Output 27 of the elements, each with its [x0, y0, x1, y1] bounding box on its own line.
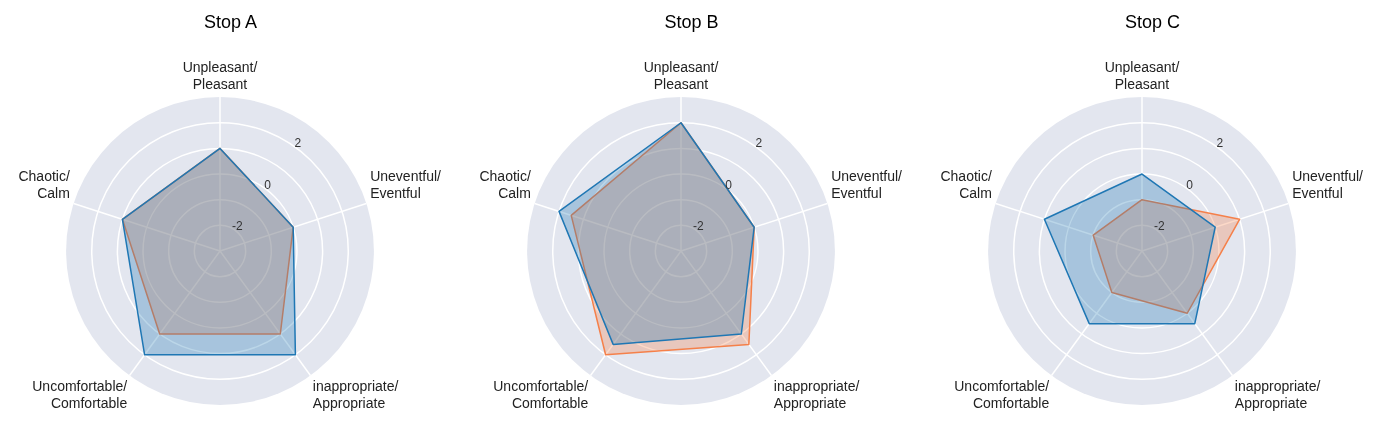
chart-title: Stop B — [664, 11, 719, 32]
chart-title: Stop C — [1124, 11, 1181, 32]
spoke-label: Uncomfortable/Comfortable — [954, 378, 1050, 411]
spoke-label: Uncomfortable/Comfortable — [493, 378, 589, 411]
y-tick-label: 2 — [755, 136, 763, 151]
spoke-label: inappropriate/Appropriate — [312, 378, 399, 411]
spoke-label: inappropriate/Appropriate — [1234, 378, 1321, 411]
spoke-label: Unpleasant/Pleasant — [1104, 58, 1180, 92]
spoke-label: Chaotic/Calm — [940, 167, 992, 201]
y-tick-label: -2 — [232, 219, 244, 234]
y-tick-label: 2 — [1216, 136, 1224, 151]
spoke-label: Chaotic/Calm — [479, 167, 531, 201]
y-tick-label: 0 — [264, 177, 272, 192]
y-tick-label: -2 — [1154, 219, 1166, 234]
spoke-label: Uneventful/Eventful — [831, 167, 903, 201]
spoke-label: Uncomfortable/Comfortable — [32, 378, 128, 411]
spoke-label: Unpleasant/Pleasant — [643, 58, 719, 92]
spoke-label: Chaotic/Calm — [18, 167, 70, 201]
spoke-label: Uneventful/Eventful — [370, 167, 442, 201]
spoke-label: inappropriate/Appropriate — [773, 378, 860, 411]
spoke-label: Unpleasant/Pleasant — [182, 58, 258, 92]
y-tick-label: -2 — [693, 219, 705, 234]
chart-title: Stop A — [203, 11, 258, 32]
y-tick-label: 0 — [1186, 177, 1194, 192]
y-tick-label: 2 — [294, 136, 302, 151]
y-tick-label: 0 — [725, 177, 733, 192]
spoke-label: Uneventful/Eventful — [1292, 167, 1364, 201]
